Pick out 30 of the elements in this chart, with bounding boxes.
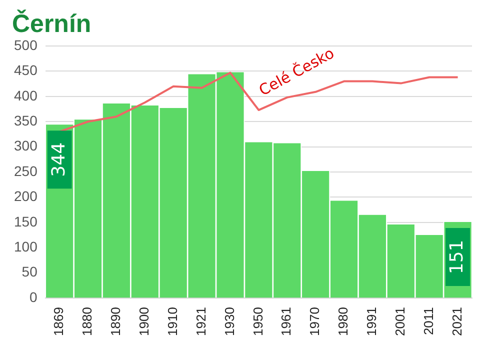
x-tick-label: 1880 — [80, 307, 95, 336]
text: Celé Česko — [256, 44, 338, 100]
x-tick-label: 1961 — [278, 307, 294, 336]
x-tick-label: 2011 — [420, 307, 436, 336]
x-tick-label: 1921 — [193, 307, 208, 336]
y-tick-label: 50 — [22, 264, 38, 280]
y-tick-label: 100 — [14, 238, 38, 255]
y-tick-label: 150 — [14, 213, 38, 230]
y-tick-label: 200 — [14, 188, 38, 204]
y-tick-label: 0 — [30, 288, 38, 305]
data-label: 151 — [446, 240, 468, 274]
y-tick-label: 500 — [14, 36, 38, 53]
x-tick-label: 1991 — [364, 307, 380, 336]
x-tick-label: 1930 — [222, 307, 237, 336]
x-tick-label: 1950 — [250, 307, 266, 336]
y-tick-label: 350 — [14, 112, 38, 128]
x-tick-label: 1890 — [108, 307, 124, 336]
y-tick-label: 450 — [14, 62, 38, 78]
y-tick-label: 250 — [14, 162, 38, 179]
x-tick-label: 1970 — [307, 307, 322, 336]
chart-title: Černín — [12, 10, 92, 39]
y-tick-label: 400 — [14, 87, 38, 104]
x-tick-label: 1900 — [136, 307, 152, 336]
x-tick-label: 1910 — [164, 307, 180, 336]
x-tick-label: 2001 — [392, 307, 408, 336]
x-tick-label: 1869 — [51, 307, 66, 336]
data-label: 344 — [48, 142, 70, 177]
x-tick-label: 2021 — [449, 307, 464, 336]
y-tick-label: 300 — [14, 138, 38, 154]
x-tick-label: 1980 — [336, 307, 351, 336]
